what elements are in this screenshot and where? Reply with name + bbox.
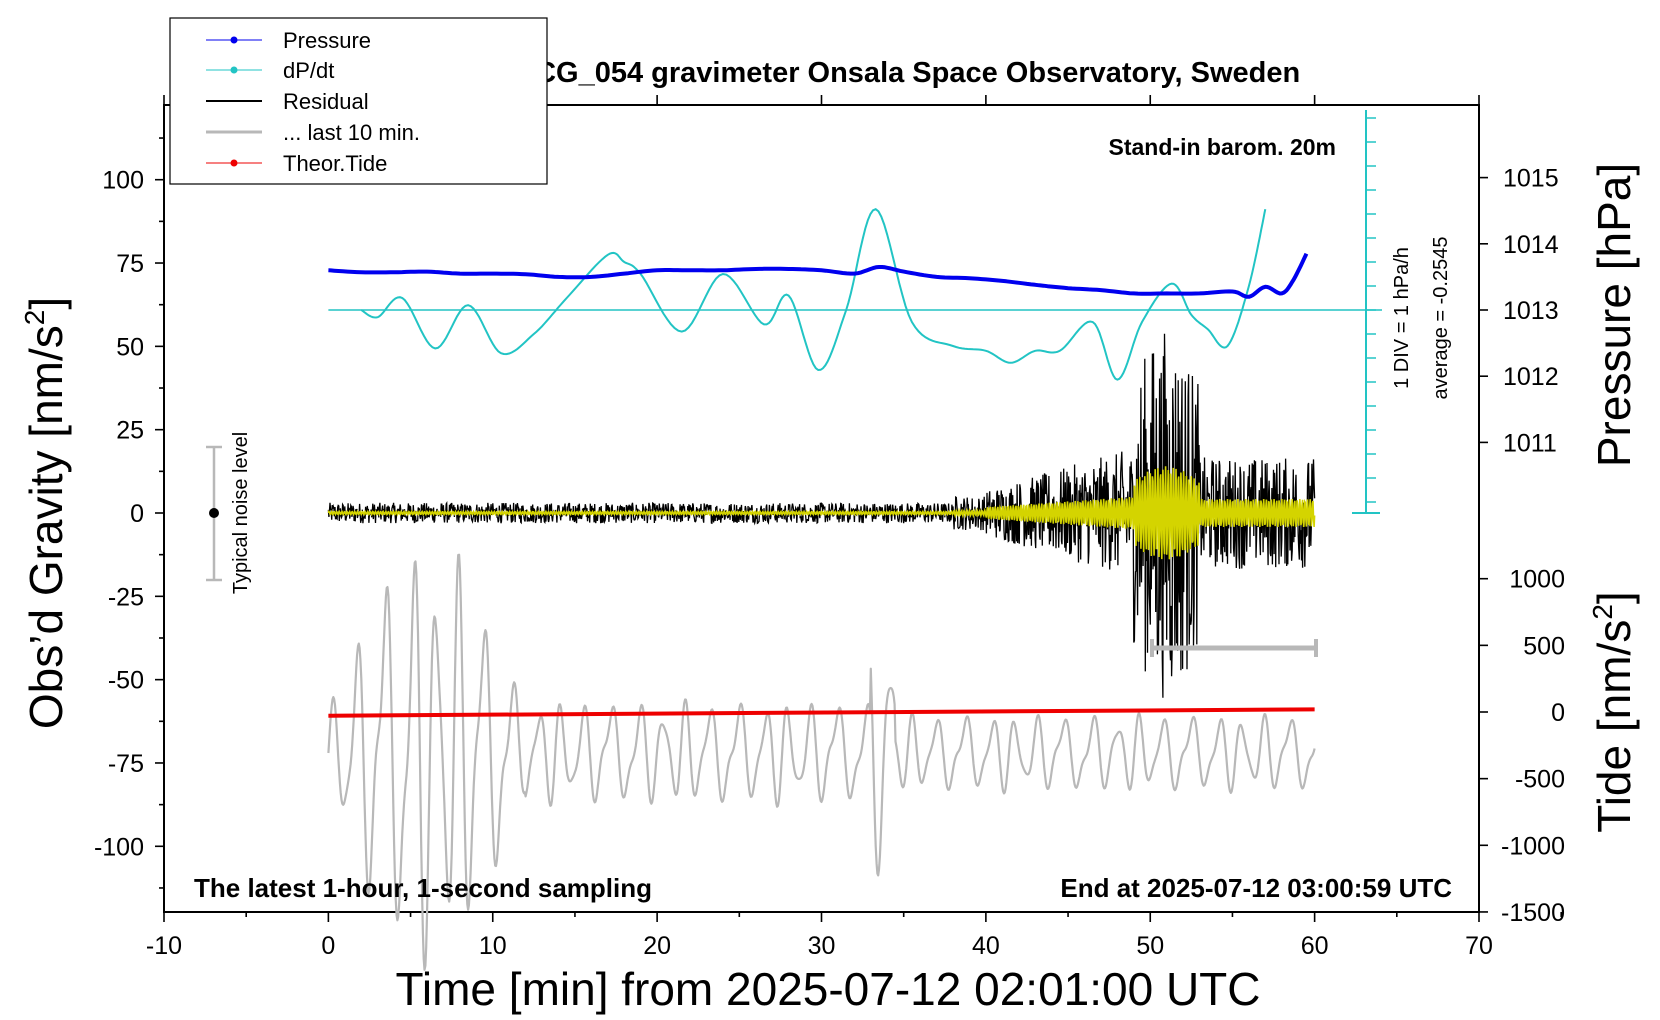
y-tick-label: 100 — [102, 167, 144, 195]
x-tick-label: 60 — [1301, 932, 1329, 960]
legend-label-residual: Residual — [283, 89, 369, 114]
y-axis-title-tide: Tide [nm/s2] — [1587, 591, 1640, 832]
x-tick-label: 40 — [972, 932, 1000, 960]
x-tick-label: 70 — [1465, 932, 1493, 960]
x-axis-title: Time [min] from 2025-07-12 02:01:00 UTC — [396, 963, 1261, 1015]
tide-tick-label: -1500 — [1501, 899, 1565, 927]
noise-level-indicator: Typical noise level — [206, 432, 252, 594]
tide-tick-label: 0 — [1551, 699, 1565, 727]
noise-label: Typical noise level — [230, 432, 252, 594]
y-tick-label: 25 — [116, 417, 144, 445]
x-tick-label: 30 — [808, 932, 836, 960]
last-10-min-scale-bar — [1150, 639, 1318, 657]
x-tick-label: 0 — [321, 932, 335, 960]
tide-tick-label: 1000 — [1509, 566, 1565, 594]
noise-dot — [209, 508, 219, 518]
end-label: End at 2025-07-12 03:00:59 UTC — [1060, 873, 1452, 903]
legend-entry-tide: Theor.Tide — [206, 151, 387, 176]
average-label: average = -0.2545 — [1430, 237, 1452, 400]
legend-label-dpdt: dP/dt — [283, 58, 334, 83]
filtered-residual-series — [327, 466, 1316, 560]
chart-title: SCG_054 gravimeter Onsala Space Observat… — [516, 57, 1300, 89]
x-tick-label: -10 — [146, 932, 182, 960]
x-tick-label: 10 — [479, 932, 507, 960]
tide-line — [328, 707, 1315, 718]
legend: Pressure dP/dt Residual ... last 10 min.… — [169, 17, 548, 185]
theoretical-tide-series — [328, 707, 1315, 718]
pressure-tick-label: 1011 — [1503, 429, 1557, 457]
pressure-tick-label: 1014 — [1503, 231, 1559, 259]
x-tick-label: 20 — [643, 932, 671, 960]
y-tick-label: 0 — [130, 500, 144, 528]
legend-entry-dpdt: dP/dt — [206, 58, 334, 83]
pressure-tick-label: 1015 — [1503, 165, 1559, 193]
tide-tick-label: -1000 — [1501, 832, 1565, 860]
y-tick-label: -100 — [94, 833, 144, 861]
last-10-min-line — [327, 553, 1316, 971]
tide-tick-label: -500 — [1515, 766, 1565, 794]
y-tick-label: -50 — [108, 667, 144, 695]
residual-line — [327, 333, 1316, 698]
legend-entry-last10: ... last 10 min. — [206, 120, 420, 145]
dpdt-scale-bar — [328, 110, 1382, 514]
tide-tick-label: 500 — [1523, 632, 1565, 660]
legend-label-tide: Theor.Tide — [283, 151, 387, 176]
y-tick-label: -25 — [108, 583, 144, 611]
filtered-residual-line — [327, 466, 1316, 560]
latest-label: The latest 1-hour, 1-second sampling — [194, 873, 652, 903]
y-tick-label: 50 — [116, 333, 144, 361]
legend-entry-pressure: Pressure — [206, 28, 371, 53]
pressure-line — [328, 252, 1309, 299]
axes: -10 0 10 20 30 40 50 60 701007550250-25-50-75-10… — [94, 95, 1565, 960]
last-10-min-series — [327, 553, 1316, 971]
y-axis-title-pressure: Pressure [hPa] — [1588, 163, 1640, 467]
legend-label-last10: ... last 10 min. — [283, 120, 420, 145]
pressure-tick-label: 1013 — [1503, 297, 1559, 325]
pressure-series — [328, 252, 1309, 299]
x-tick-label: 50 — [1136, 932, 1164, 960]
y-axis-title-left: Obs’d Gravity [nm/s2] — [19, 297, 72, 729]
legend-label-pressure: Pressure — [283, 28, 371, 53]
y-tick-label: -75 — [108, 750, 144, 778]
residual-series — [327, 333, 1316, 698]
pressure-tick-label: 1012 — [1503, 363, 1559, 391]
stand-in-label: Stand-in barom. 20m — [1109, 134, 1336, 160]
div-label: 1 DIV = 1 hPa/h — [1391, 247, 1413, 389]
legend-entry-residual: Residual — [206, 89, 369, 114]
y-tick-label: 75 — [116, 250, 144, 278]
